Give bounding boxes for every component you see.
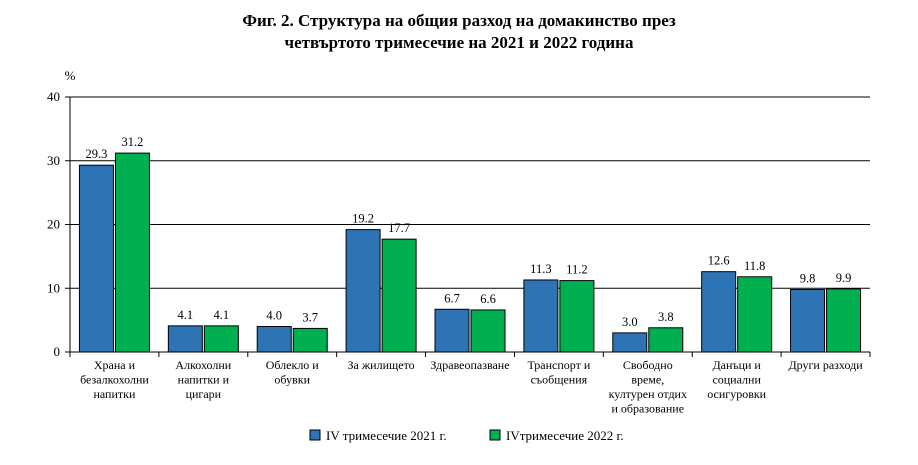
bars	[78, 152, 862, 353]
category-label-line: и образование	[612, 402, 685, 416]
bar	[826, 288, 862, 353]
data-label: 29.3	[86, 147, 108, 161]
bar	[790, 289, 826, 353]
category-label-line: Свободно	[623, 358, 673, 372]
category-label-line: културен отдих	[609, 387, 687, 401]
category-label-line: Алкохолни	[175, 358, 231, 372]
data-label: 19.2	[352, 212, 374, 226]
bar	[701, 271, 737, 353]
bar	[737, 276, 773, 353]
data-label: 12.6	[708, 254, 730, 268]
category-label-line: напитки	[93, 387, 136, 401]
bar	[559, 280, 595, 353]
category-label: Облекло и обувки	[266, 358, 320, 387]
y-axis-unit-label: %	[65, 68, 76, 83]
legend-label: IV тримесечие 2021 г.	[326, 428, 447, 443]
axes: 0 10 20 30 40	[47, 89, 871, 359]
category-label: Храна и безалкохолни напитки	[80, 358, 149, 401]
bar	[114, 152, 150, 353]
category-label-line: Храна и	[94, 358, 136, 372]
data-label: 11.2	[566, 263, 587, 277]
category-label-line: безалкохолни	[80, 373, 149, 387]
category-label-line: обувки	[274, 373, 310, 387]
category-label: Свободно време, културен отдих и образовани…	[609, 358, 687, 416]
data-label: 4.1	[214, 308, 230, 322]
data-label: 11.8	[744, 259, 765, 273]
bar	[167, 325, 203, 353]
data-labels: 29.3 31.2 4.1 4.1 4.0 3.7 19.2 17.7 6.7 6.6 11.3 11…	[86, 135, 852, 329]
category-label-line: Облекло и	[266, 358, 320, 372]
bar	[523, 279, 559, 353]
data-label: 9.9	[836, 271, 852, 285]
data-label: 4.1	[178, 308, 194, 322]
category-label-line: Други разходи	[788, 358, 863, 372]
category-label: Здравеопазване	[430, 358, 509, 372]
bar	[203, 325, 239, 353]
bar	[470, 309, 506, 353]
data-label: 3.8	[658, 310, 674, 324]
bar	[345, 229, 381, 353]
category-label-line: Транспорт и	[527, 358, 590, 372]
chart-title-line-2: четвъртото тримесечие на 2021 и 2022 год…	[284, 33, 634, 52]
bar	[381, 238, 417, 353]
legend-swatch	[309, 429, 321, 441]
bar	[648, 327, 684, 353]
category-label-line: За жилището	[348, 358, 415, 372]
category-label: За жилището	[348, 358, 415, 372]
category-label: Алкохолни напитки и цигари	[175, 358, 231, 401]
category-label: Данъци и социални осигуровки	[707, 358, 766, 401]
category-label-line: Данъци и	[712, 358, 761, 372]
data-label: 3.7	[302, 310, 318, 324]
bar	[434, 308, 470, 353]
bar	[612, 332, 648, 353]
legend-swatch	[489, 429, 501, 441]
category-label-line: социални	[712, 373, 761, 387]
y-tick-label: 0	[54, 344, 61, 359]
data-label: 9.8	[800, 272, 816, 286]
data-label: 17.7	[388, 221, 410, 235]
category-label-line: време,	[631, 373, 664, 387]
y-tick-label: 10	[47, 280, 60, 295]
category-label-line: Здравеопазване	[430, 358, 509, 372]
category-label: Транспорт и съобщения	[527, 358, 590, 387]
bar	[292, 327, 328, 353]
category-label-line: цигари	[186, 387, 222, 401]
data-label: 4.0	[266, 309, 282, 323]
gridlines	[70, 96, 870, 289]
bar	[78, 164, 114, 353]
data-label: 3.0	[622, 315, 638, 329]
category-label-line: съобщения	[531, 373, 588, 387]
y-tick-label: 20	[47, 217, 60, 232]
y-tick-label: 30	[47, 153, 60, 168]
legend-label: IVтримесечие 2022 г.	[506, 428, 624, 443]
category-label-line: напитки и	[178, 373, 230, 387]
data-label: 31.2	[122, 135, 144, 149]
bar	[256, 326, 292, 353]
chart-title: Фиг. 2. Структура на общия разход на дом…	[0, 10, 918, 54]
data-label: 6.7	[444, 291, 460, 305]
legend: IV тримесечие 2021 г. IVтримесечие 2022 г…	[309, 428, 624, 443]
data-label: 6.6	[480, 292, 496, 306]
category-label-line: осигуровки	[707, 387, 766, 401]
y-tick-label: 40	[47, 89, 60, 104]
category-label: Други разходи	[788, 358, 863, 372]
chart-title-line-1: Фиг. 2. Структура на общия разход на дом…	[242, 11, 676, 30]
data-label: 11.3	[530, 262, 551, 276]
